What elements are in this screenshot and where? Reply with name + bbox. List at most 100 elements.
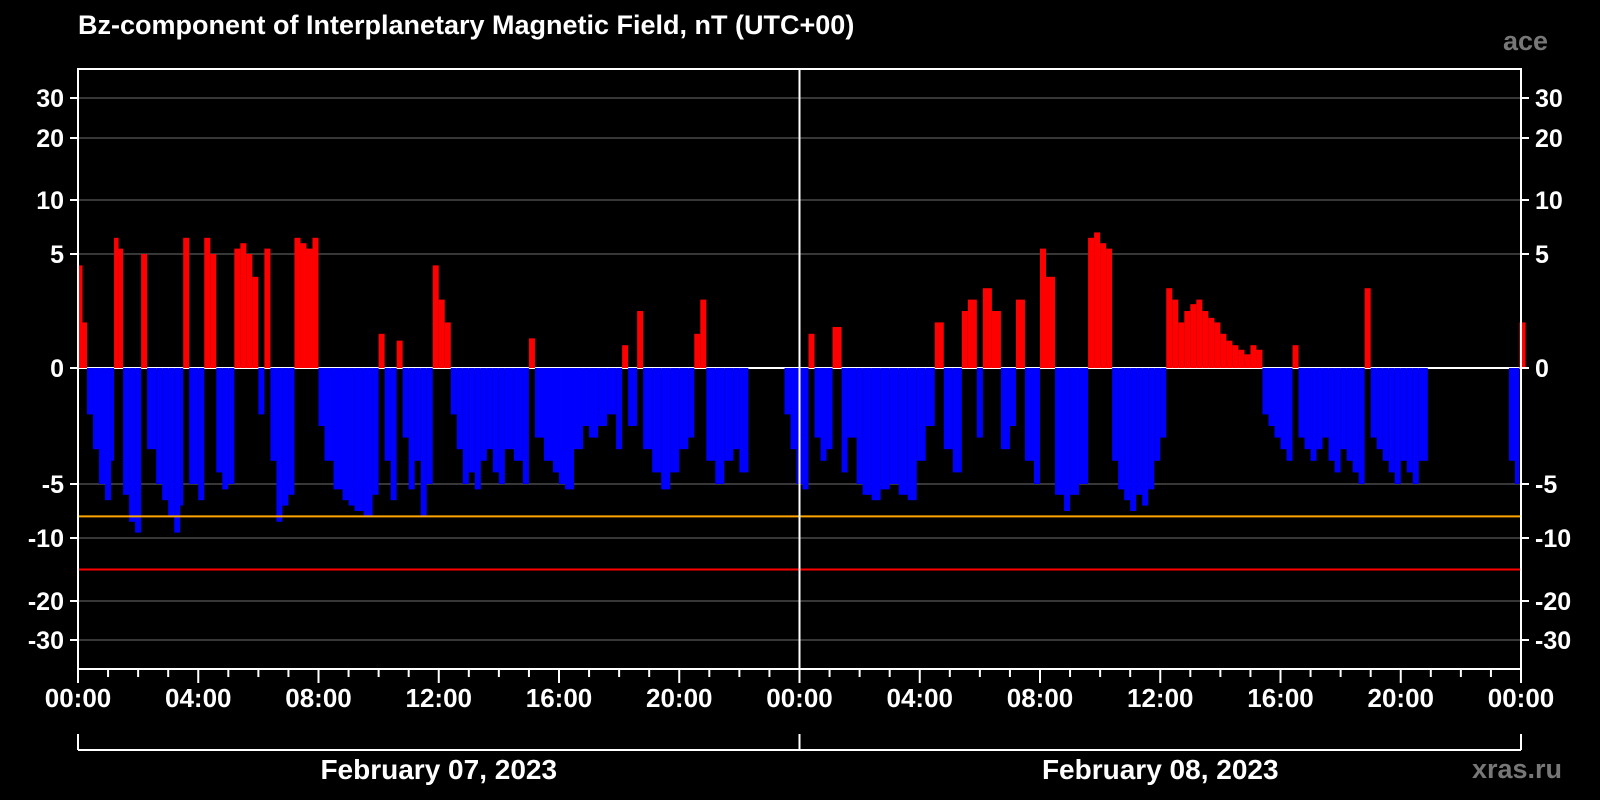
bz-bar [1220,333,1227,368]
y-tick-label: -5 [1535,471,1557,499]
bz-bar [898,368,908,495]
bz-bar [1136,368,1143,495]
bz-bar [528,338,535,368]
bz-bar [534,368,544,438]
bz-bar [276,368,283,522]
bz-bar [925,368,935,426]
bz-bar [333,368,343,490]
bz-bar [1334,368,1341,473]
bz-bar [402,368,409,438]
x-axis: 00:00 04:00 08:00 12:00 16:00 20:00 00:00 04:00… [45,669,1555,713]
bz-bar [1328,368,1335,461]
x-tick-label: 00:00 [1488,683,1555,713]
bz-bar [156,368,163,484]
bz-bar [270,368,277,461]
bz-bar [1519,322,1526,368]
bz-bar [282,368,289,506]
x-tick-label: 16:00 [526,683,593,713]
bz-bar [808,333,815,368]
y-tick-label: 0 [1535,355,1549,383]
bz-bar [694,333,701,368]
bz-bar [288,368,295,495]
bz-bar [258,368,265,415]
y-tick-label: -30 [1535,627,1571,655]
bz-bar [414,368,421,461]
bz-bar [222,368,229,490]
bz-bar [670,368,680,473]
bz-bar [498,368,505,484]
bz-bar [420,368,427,517]
bz-bar [363,368,373,517]
bz-bar [889,368,899,484]
bz-bar [1352,368,1359,473]
bz-bar [847,368,857,438]
bz-bar [246,254,253,368]
bz-bar [976,368,983,438]
bz-bar [1124,368,1131,501]
bz-bar [252,276,259,368]
bz-bar [1370,368,1377,438]
y-tick-label: 20 [1535,125,1563,153]
bz-bar [559,368,566,484]
y-tick-label: -30 [28,627,64,655]
bz-bar [1033,368,1040,484]
bz-bar [1046,276,1056,368]
bz-bar [474,368,481,490]
bz-bar [432,265,439,368]
bz-bar [522,368,529,484]
bz-bar [1310,368,1317,461]
bz-bar [342,368,349,501]
bz-bar [1304,368,1311,450]
bz-bar [814,368,821,438]
bz-bar [1100,243,1107,368]
day-label: February 07, 2023 [320,754,557,785]
y-tick-label: 20 [36,125,64,153]
bz-bar [1015,299,1025,368]
bz-bar [1376,368,1383,450]
bz-bar [1172,299,1179,368]
bz-bar [856,368,863,484]
bz-bar [724,368,734,461]
bz-bar [87,368,94,415]
bz-bar [598,368,608,426]
bz-bar [300,243,307,368]
bz-bar [390,368,397,501]
bz-bar [378,333,385,368]
bz-bar [147,368,157,450]
bz-bar [652,368,662,473]
bz-bar [93,368,100,450]
bz-bar [643,368,653,450]
bz-bar [1094,232,1101,368]
bz-bar [679,368,689,450]
bz-bars [78,232,1526,533]
bz-bar [1106,248,1113,368]
bz-bar [1118,368,1125,490]
bz-bar [426,368,433,484]
bz-bar [210,254,217,368]
bz-bar [862,368,872,495]
bz-bar [589,368,599,438]
bz-bar [105,368,112,501]
bz-bar [1256,349,1263,368]
bz-bar [1292,345,1299,368]
bz-bar [1000,368,1010,450]
bz-bar [1508,368,1515,461]
bz-bar [1250,345,1257,368]
bz-bar [784,368,791,415]
bz-bar [372,368,379,495]
bz-bar [312,237,319,368]
x-tick-label: 08:00 [285,683,352,713]
x-tick-label: 20:00 [1368,683,1435,713]
bz-bar [1088,237,1095,368]
bz-bar [871,368,881,501]
bz-bar [216,368,223,473]
bz-bar [552,368,559,473]
y-tick-label: 30 [1535,85,1563,113]
x-tick-label: 04:00 [165,683,232,713]
bz-bar [129,368,136,522]
x-tick-label: 12:00 [406,683,473,713]
y-tick-label: 5 [50,241,64,269]
bz-bar [1130,368,1137,511]
bz-bar [880,368,890,490]
bz-bar [1055,368,1065,495]
